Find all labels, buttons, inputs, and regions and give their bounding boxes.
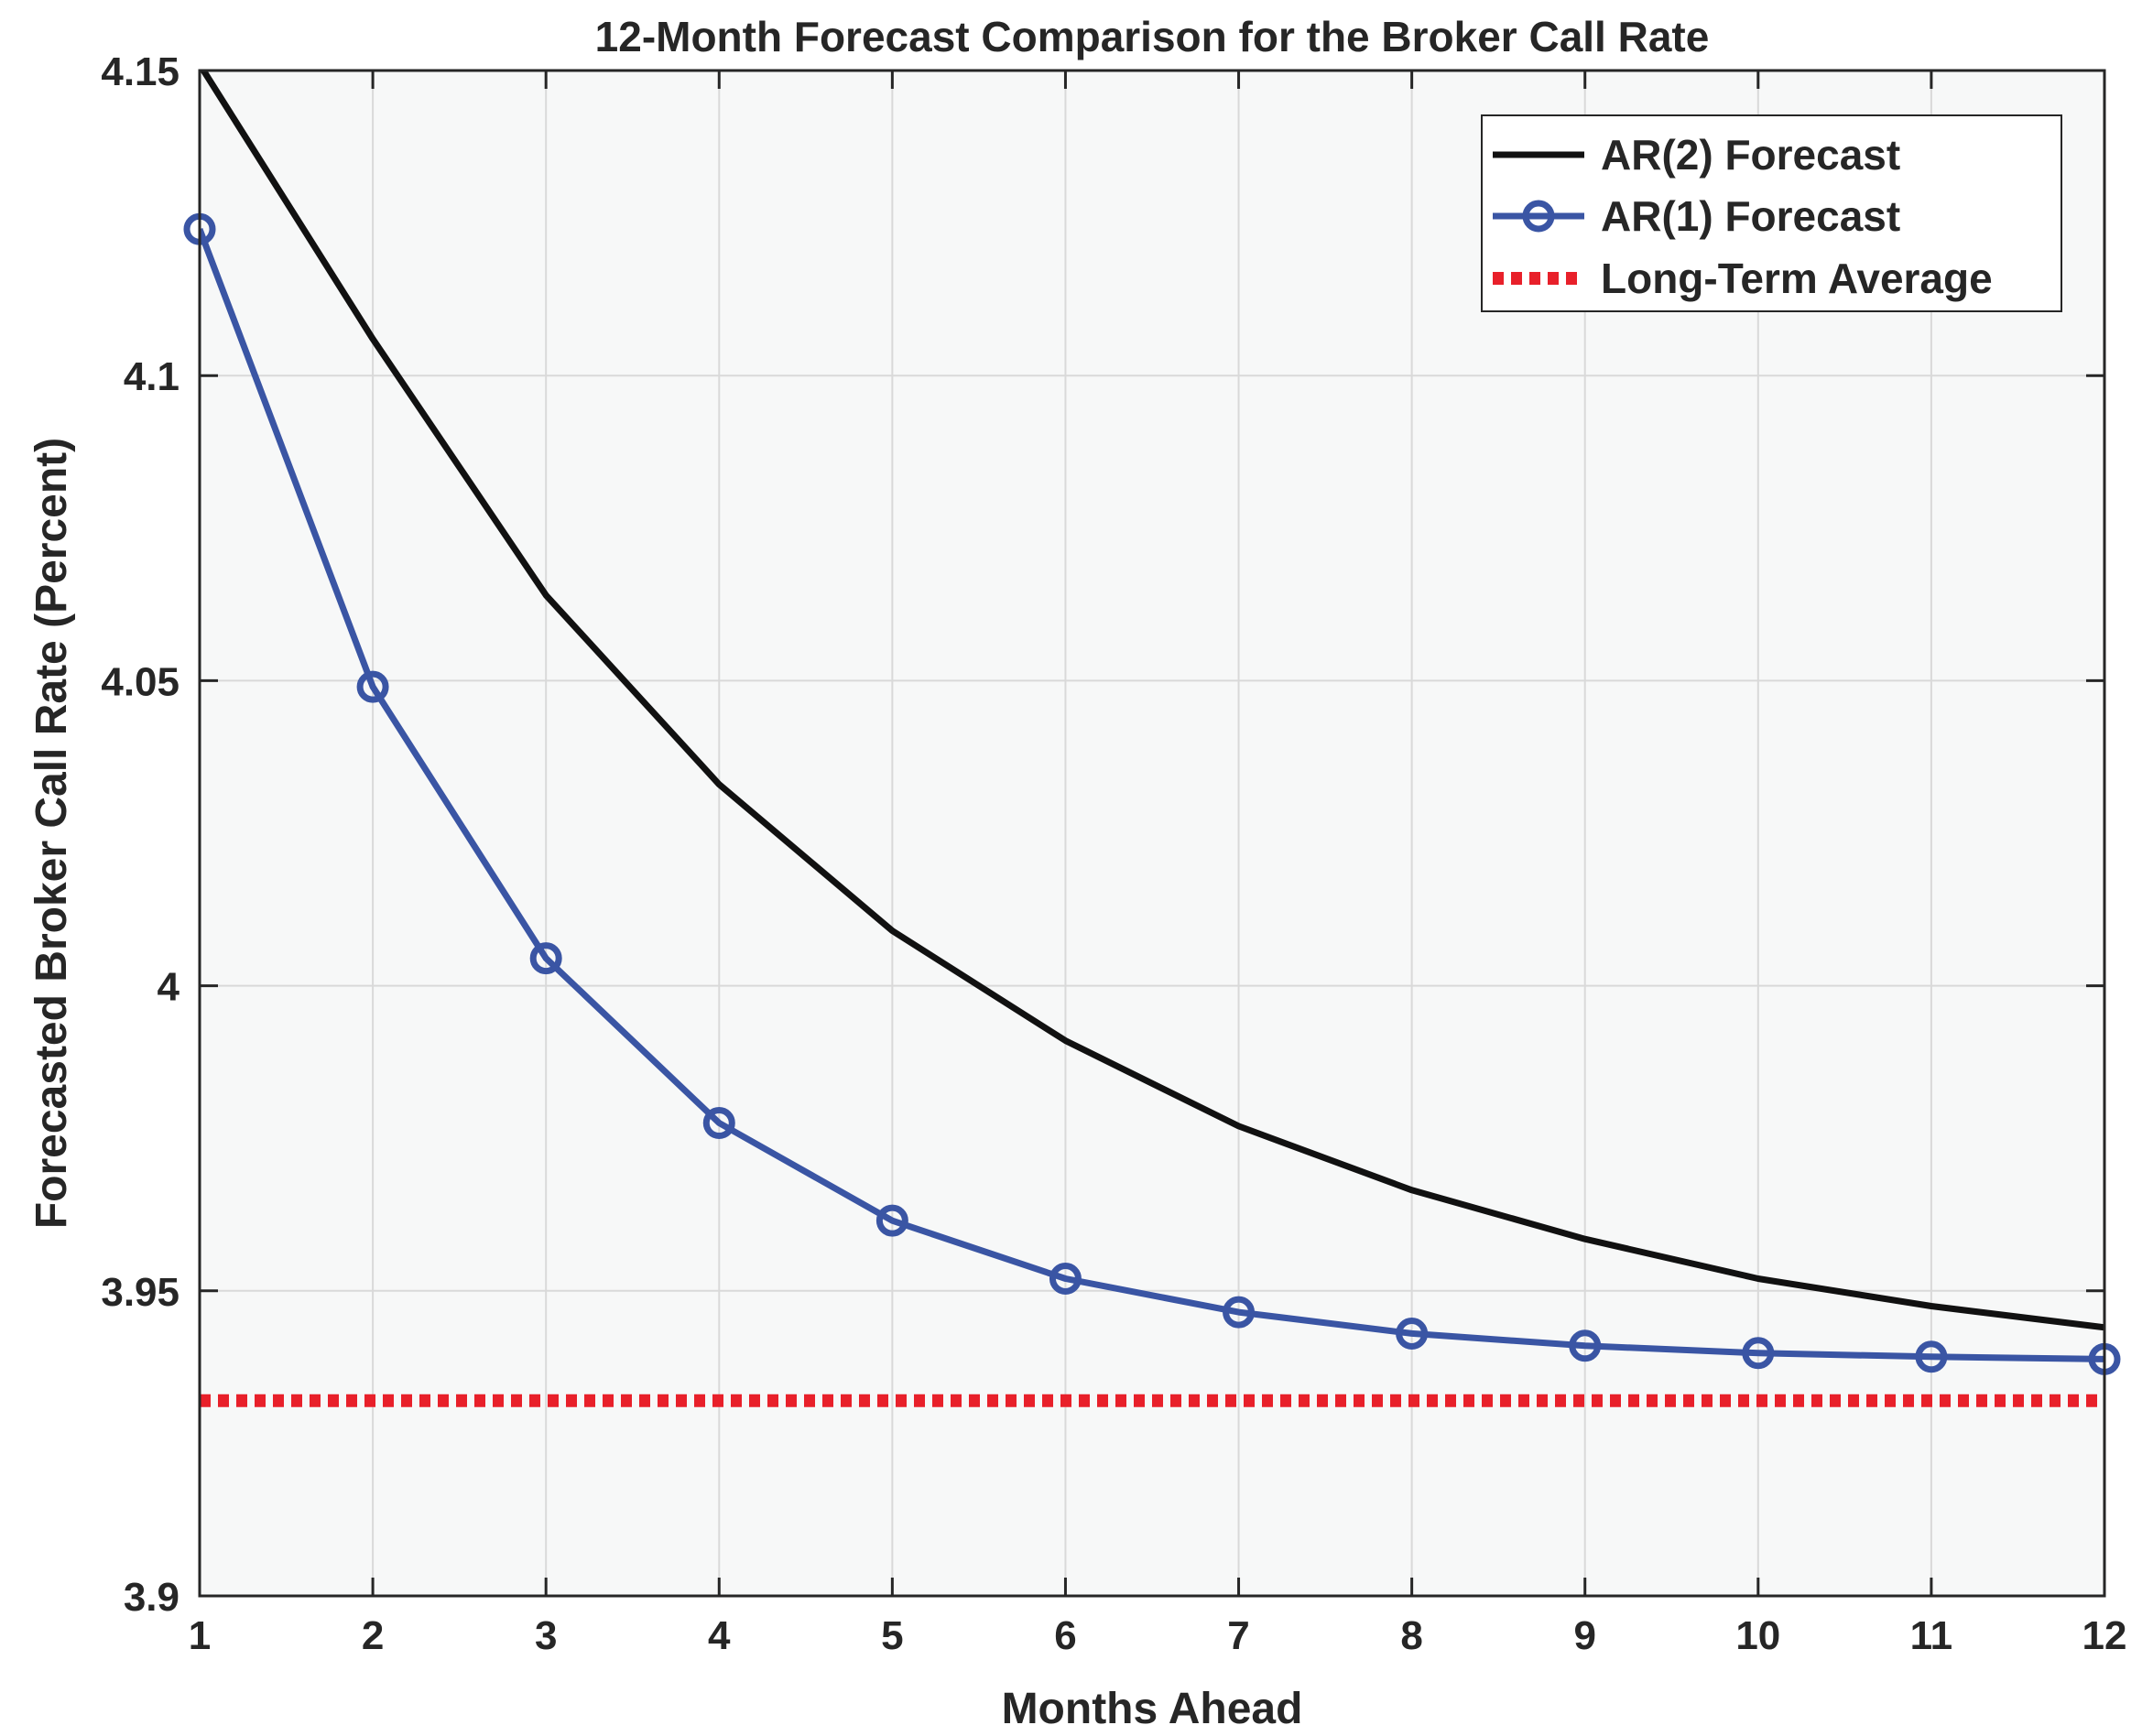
series-marker-ar-1-forecast — [702, 1107, 735, 1140]
series-marker-ar-1-forecast — [356, 670, 389, 703]
series-marker-ar-1-forecast — [529, 942, 562, 975]
series-marker-ar-1-forecast — [1569, 1329, 1602, 1362]
series-marker-ar-1-forecast — [1223, 1296, 1256, 1329]
legend-label-lta: Long-Term Average — [1601, 255, 1993, 302]
chart-title: 12-Month Forecast Comparison for the Bro… — [595, 13, 1710, 60]
y-axis-title: Forecasted Broker Call Rate (Percent) — [27, 438, 76, 1229]
y-tick-label: 4.1 — [124, 354, 179, 399]
legend-swatch-ar1-marker — [1522, 200, 1555, 233]
x-tick-label: 7 — [1227, 1613, 1249, 1658]
series-marker-ar-1-forecast — [1742, 1337, 1775, 1370]
series-line-ar-2-forecast — [200, 71, 2104, 1331]
x-tick-label: 10 — [1735, 1613, 1780, 1658]
y-tick-label: 4.15 — [101, 49, 179, 94]
x-tick-label: 3 — [535, 1613, 557, 1658]
x-tick-label: 9 — [1573, 1613, 1595, 1658]
legend: AR(2) Forecast AR(1) Forecast Long-Term … — [1481, 114, 2062, 312]
x-tick-label: 12 — [2082, 1613, 2127, 1658]
legend-label-ar2: AR(2) Forecast — [1601, 131, 1900, 179]
plot-frame — [198, 69, 2106, 1598]
x-tick-label: 5 — [881, 1613, 903, 1658]
x-tick-label: 6 — [1054, 1613, 1076, 1658]
x-tick-label: 1 — [189, 1613, 211, 1658]
ticks — [198, 69, 2106, 1598]
y-tick-labels: 3.9 3.95 4 4.05 4.1 4.15 — [101, 49, 179, 1620]
series-line-ar-1-forecast — [200, 228, 2104, 1362]
x-tick-label: 2 — [362, 1613, 384, 1658]
y-tick-label: 3.95 — [101, 1270, 179, 1315]
series-marker-ar-1-forecast — [1396, 1317, 1429, 1350]
x-tick-label: 11 — [1910, 1613, 1953, 1658]
series-marker-ar-1-forecast — [875, 1204, 908, 1237]
plot-area — [200, 71, 2104, 1596]
x-tick-label: 8 — [1400, 1613, 1422, 1658]
x-tick-labels: 1 2 3 4 5 6 7 8 9 10 11 12 — [189, 1613, 2127, 1658]
series-marker-ar-1-forecast — [1049, 1262, 1082, 1295]
legend-label-ar1: AR(1) Forecast — [1601, 192, 1900, 240]
series-marker-ar-1-forecast — [1915, 1340, 1948, 1373]
y-tick-label: 4.05 — [101, 659, 179, 704]
y-tick-label: 4 — [158, 965, 180, 1010]
x-tick-label: 4 — [708, 1613, 731, 1658]
x-axis-title: Months Ahead — [1002, 1685, 1303, 1733]
y-tick-label: 3.9 — [124, 1575, 179, 1620]
